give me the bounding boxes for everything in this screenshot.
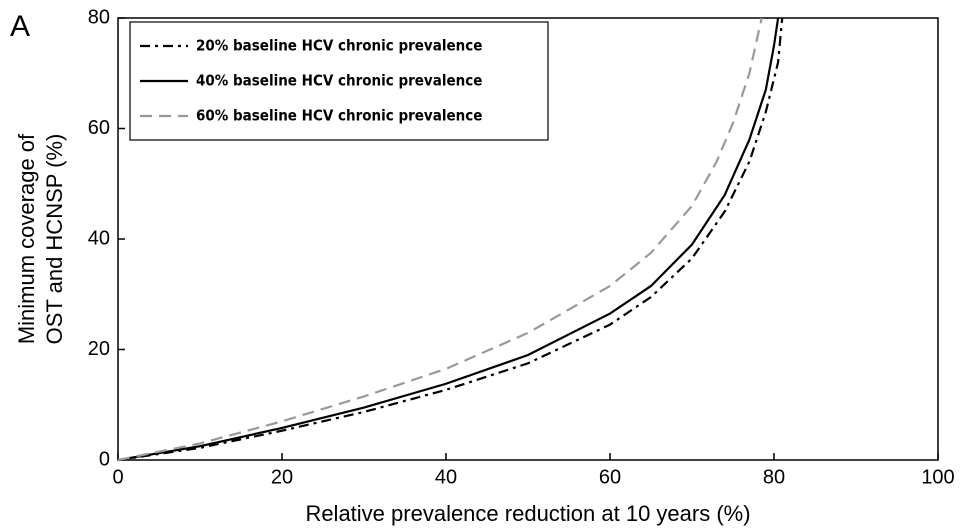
data-line — [117, 17, 763, 462]
legend-label: 60% baseline HCV chronic prevalence — [196, 107, 482, 125]
y-axis-label: Minimum coverage of — [14, 133, 39, 344]
x-tick-label: 40 — [435, 466, 457, 488]
x-tick-label: 80 — [763, 466, 785, 488]
data-line — [117, 17, 784, 462]
legend-label: 40% baseline HCV chronic prevalence — [196, 72, 482, 90]
legend-label: 20% baseline HCV chronic prevalence — [196, 37, 482, 55]
y-tick-label: 20 — [88, 338, 110, 360]
x-tick-label: 100 — [921, 466, 954, 488]
y-tick-label: 40 — [88, 227, 110, 249]
panel-label: A — [10, 10, 30, 43]
x-axis-label: Relative prevalence reduction at 10 year… — [305, 501, 750, 526]
x-tick-label: 0 — [112, 466, 123, 488]
y-axis-label: OST and HCNSP (%) — [42, 134, 67, 345]
x-tick-label: 60 — [599, 466, 621, 488]
y-tick-label: 80 — [88, 6, 110, 28]
data-line — [117, 17, 780, 462]
y-tick-label: 0 — [99, 448, 110, 470]
legend-box — [129, 21, 549, 141]
y-tick-label: 60 — [88, 117, 110, 139]
x-tick-label: 20 — [271, 466, 293, 488]
